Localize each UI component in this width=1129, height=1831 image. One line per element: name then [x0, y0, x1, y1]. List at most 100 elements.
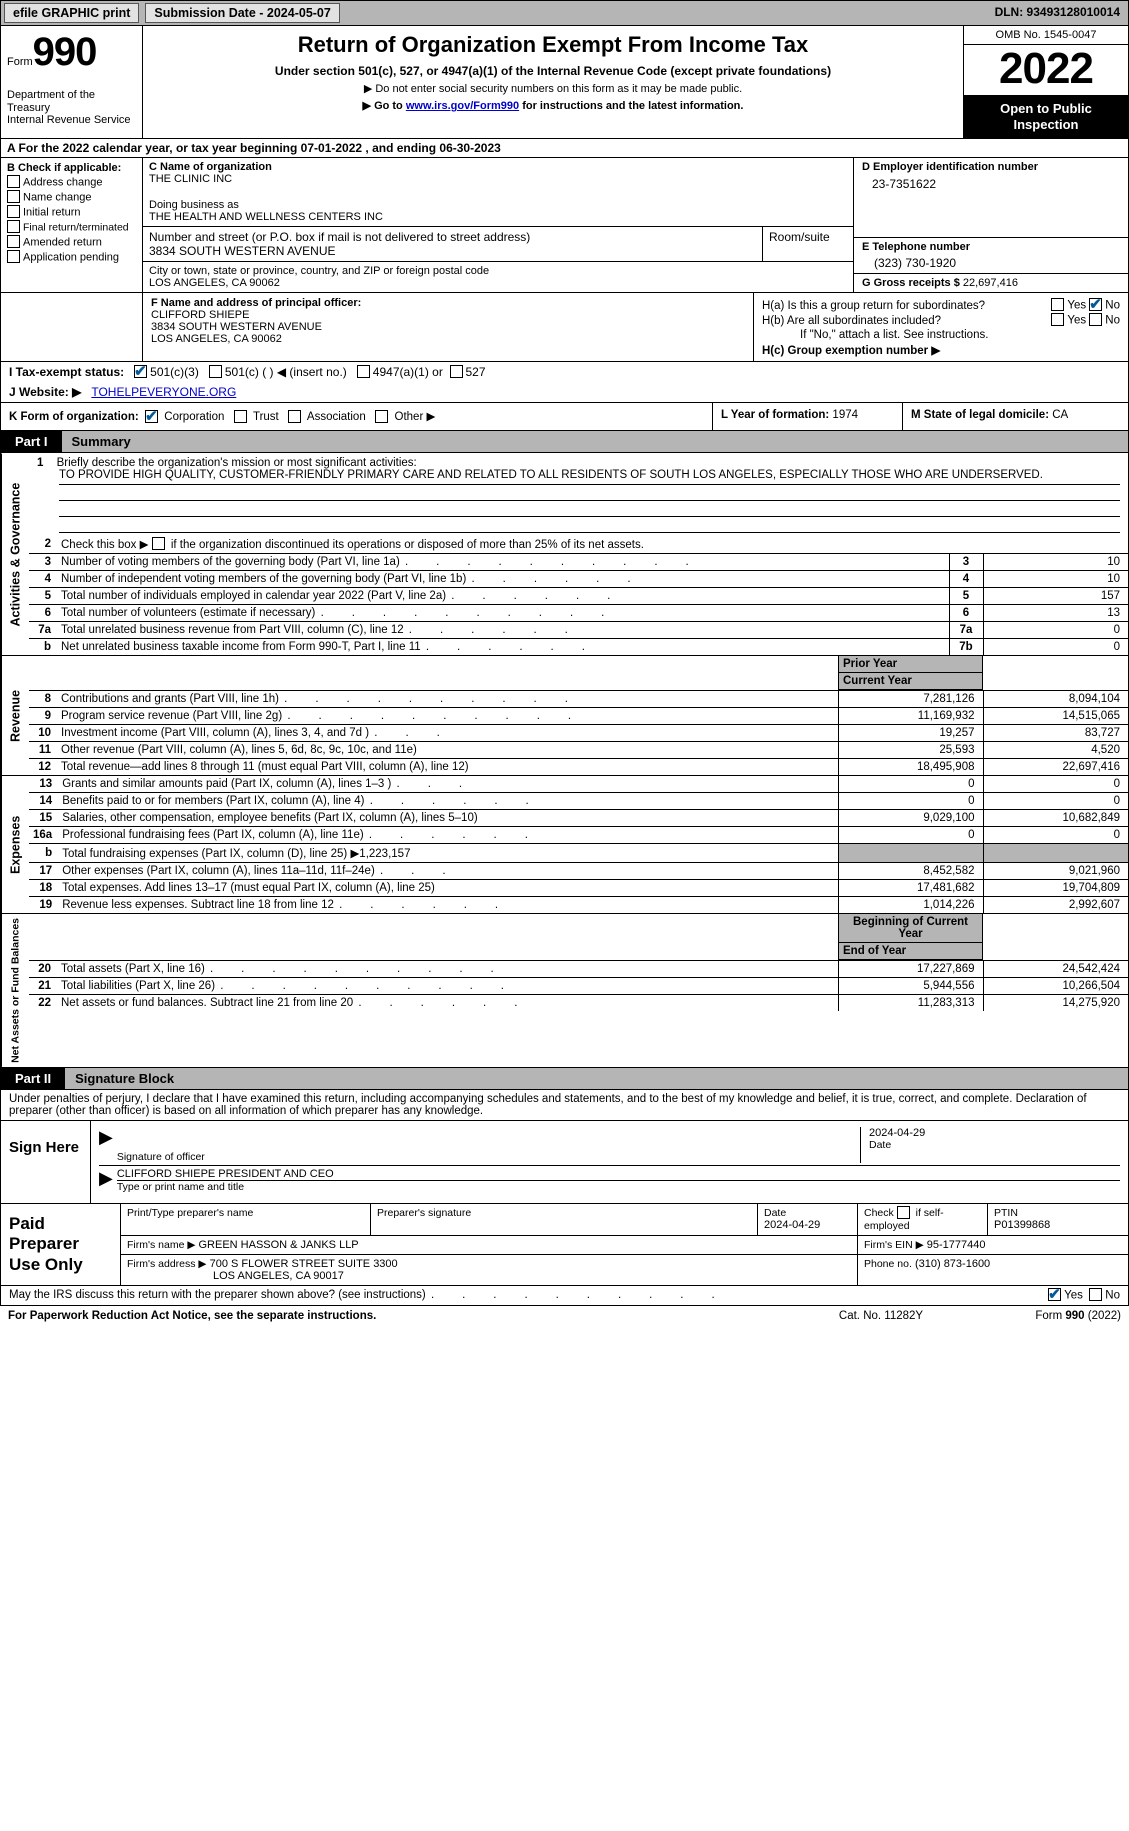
checkbox-icon[interactable] [357, 365, 370, 378]
info-block: B Check if applicable: Address change Na… [0, 158, 1129, 293]
chk-name-change[interactable]: Name change [7, 191, 136, 204]
rowa-mid: , and ending [362, 141, 439, 155]
table-row: 8Contributions and grants (Part VIII, li… [29, 691, 1128, 708]
f-addr2: LOS ANGELES, CA 90062 [151, 333, 745, 345]
i-label: I Tax-exempt status: [9, 365, 124, 379]
table-row: 9Program service revenue (Part VIII, lin… [29, 708, 1128, 725]
ein-value: 23-7351622 [872, 177, 1120, 191]
box-c: C Name of organization THE CLINIC INC Do… [143, 158, 853, 292]
street-cell: Number and street (or P.O. box if mail i… [143, 227, 763, 261]
checkbox-icon[interactable] [7, 205, 20, 218]
checkbox-icon[interactable] [1051, 298, 1064, 311]
form-note-2: ▶ Go to www.irs.gov/Form990 for instruct… [149, 99, 957, 112]
part-2-title: Signature Block [65, 1068, 1128, 1089]
checkbox-icon[interactable] [7, 175, 20, 188]
rev-body: Prior YearCurrent Year 8Contributions an… [29, 656, 1128, 775]
sig-intro: Under penalties of perjury, I declare th… [0, 1090, 1129, 1121]
checkbox-icon[interactable] [1048, 1288, 1061, 1301]
ag-body: 1 Briefly describe the organization's mi… [29, 453, 1128, 655]
ein-label: D Employer identification number [862, 161, 1120, 173]
omb-label: OMB No. 1545-0047 [964, 26, 1128, 45]
h-b-note: If "No," attach a list. See instructions… [762, 329, 1120, 341]
form-number: 990 [33, 30, 97, 74]
submission-date-label: Submission Date - 2024-05-07 [145, 3, 339, 23]
checkbox-icon[interactable] [152, 537, 165, 550]
hb-yn: Yes No [1015, 314, 1120, 327]
exp-body: 13Grants and similar amounts paid (Part … [29, 776, 1128, 913]
form-note-1: ▶ Do not enter social security numbers o… [149, 82, 957, 95]
checkbox-icon[interactable] [145, 410, 158, 423]
box-d: D Employer identification number 23-7351… [853, 158, 1128, 292]
prep-check-cell: Check if self-employed [858, 1204, 988, 1235]
firm-name-cell: Firm's name ▶ GREEN HASSON & JANKS LLP [121, 1236, 858, 1254]
ha-yn: Yes No [1015, 299, 1120, 312]
row-j: J Website: ▶ TOHELPEVERYONE.ORG [0, 382, 1129, 403]
checkbox-icon[interactable] [897, 1206, 910, 1219]
opt-corp: Corporation [164, 411, 224, 423]
checkbox-icon[interactable] [1089, 313, 1102, 326]
sign-here-label: Sign Here [1, 1121, 91, 1203]
chk-final-return[interactable]: Final return/terminated [7, 221, 136, 234]
net-hdr-row: Beginning of Current YearEnd of Year [29, 914, 1128, 961]
chk-address-change[interactable]: Address change [7, 176, 136, 189]
sig-officer-row: ▶ Signature of officer 2024-04-29 Date [99, 1127, 1120, 1166]
checkbox-icon[interactable] [1089, 1288, 1102, 1301]
part-1-title: Summary [62, 431, 1128, 452]
checkbox-icon[interactable] [209, 365, 222, 378]
checkbox-icon[interactable] [7, 190, 20, 203]
fh-block: F Name and address of principal officer:… [0, 293, 1129, 362]
note2-post: for instructions and the latest informat… [519, 100, 743, 112]
prep-row-1: Print/Type preparer's name Preparer's si… [121, 1204, 1128, 1236]
vtab-rev: Revenue [1, 656, 29, 775]
street-label: Number and street (or P.O. box if mail i… [149, 230, 756, 244]
table-row: 4Number of independent voting members of… [29, 571, 1128, 588]
form-word: Form [7, 56, 33, 68]
irs-link[interactable]: www.irs.gov/Form990 [406, 100, 519, 112]
h-c-row: H(c) Group exemption number ▶ [762, 343, 1120, 357]
row-klm: K Form of organization: Corporation Trus… [0, 403, 1129, 430]
summary-rev: Revenue Prior YearCurrent Year 8Contribu… [0, 656, 1129, 776]
phone-value: (323) 730-1920 [874, 256, 1120, 270]
table-row: 11Other revenue (Part VIII, column (A), … [29, 742, 1128, 759]
discuss-row: May the IRS discuss this return with the… [0, 1286, 1129, 1306]
line1-label: Briefly describe the organization's miss… [57, 457, 417, 469]
note2-pre: ▶ Go to [363, 100, 406, 112]
checkbox-icon[interactable] [450, 365, 463, 378]
table-row: 16aProfessional fundraising fees (Part I… [29, 827, 1128, 844]
checkbox-icon[interactable] [7, 250, 20, 263]
part-2-header: Part II Signature Block [0, 1068, 1129, 1090]
checkbox-icon[interactable] [288, 410, 301, 423]
checkbox-icon[interactable] [1089, 298, 1102, 311]
mission-blank-1 [59, 485, 1120, 501]
chk-amended-return[interactable]: Amended return [7, 236, 136, 249]
city-value: LOS ANGELES, CA 90062 [149, 277, 847, 289]
table-row: 6Total number of volunteers (estimate if… [29, 605, 1128, 622]
checkbox-icon[interactable] [7, 235, 20, 248]
checkbox-icon[interactable] [7, 220, 20, 233]
chk-initial-return[interactable]: Initial return [7, 206, 136, 219]
opt-4947: 4947(a)(1) or [373, 365, 443, 379]
checkbox-icon[interactable] [1051, 313, 1064, 326]
efile-print-button[interactable]: efile GRAPHIC print [4, 3, 139, 23]
city-cell: City or town, state or province, country… [143, 262, 853, 292]
mission-blank-3 [59, 517, 1120, 533]
j-label: J Website: ▶ [9, 385, 81, 399]
prep-date-cell: Date2024-04-29 [758, 1204, 858, 1235]
sig-name-row: ▶ CLIFFORD SHIEPE PRESIDENT AND CEO Type… [99, 1168, 1120, 1195]
dba-label: Doing business as [149, 199, 847, 211]
hb-label: H(b) Are all subordinates included? [762, 315, 1015, 327]
part-1-tag: Part I [1, 431, 62, 452]
table-row: bNet unrelated business taxable income f… [29, 639, 1128, 656]
checkbox-icon[interactable] [134, 365, 147, 378]
chk-app-pending[interactable]: Application pending [7, 251, 136, 264]
website-link[interactable]: TOHELPEVERYONE.ORG [91, 385, 236, 399]
foot-right: Form 990 (2022) [961, 1310, 1121, 1322]
form-subtitle: Under section 501(c), 527, or 4947(a)(1)… [149, 64, 957, 78]
checkbox-icon[interactable] [375, 410, 388, 423]
checkbox-icon[interactable] [234, 410, 247, 423]
box-k: K Form of organization: Corporation Trus… [1, 403, 713, 429]
sig-officer-field: Signature of officer [117, 1127, 860, 1163]
page-footer: For Paperwork Reduction Act Notice, see … [0, 1306, 1129, 1326]
table-row: 22Net assets or fund balances. Subtract … [29, 995, 1128, 1012]
opt-501c: 501(c) ( ) ◀ (insert no.) [225, 365, 347, 379]
